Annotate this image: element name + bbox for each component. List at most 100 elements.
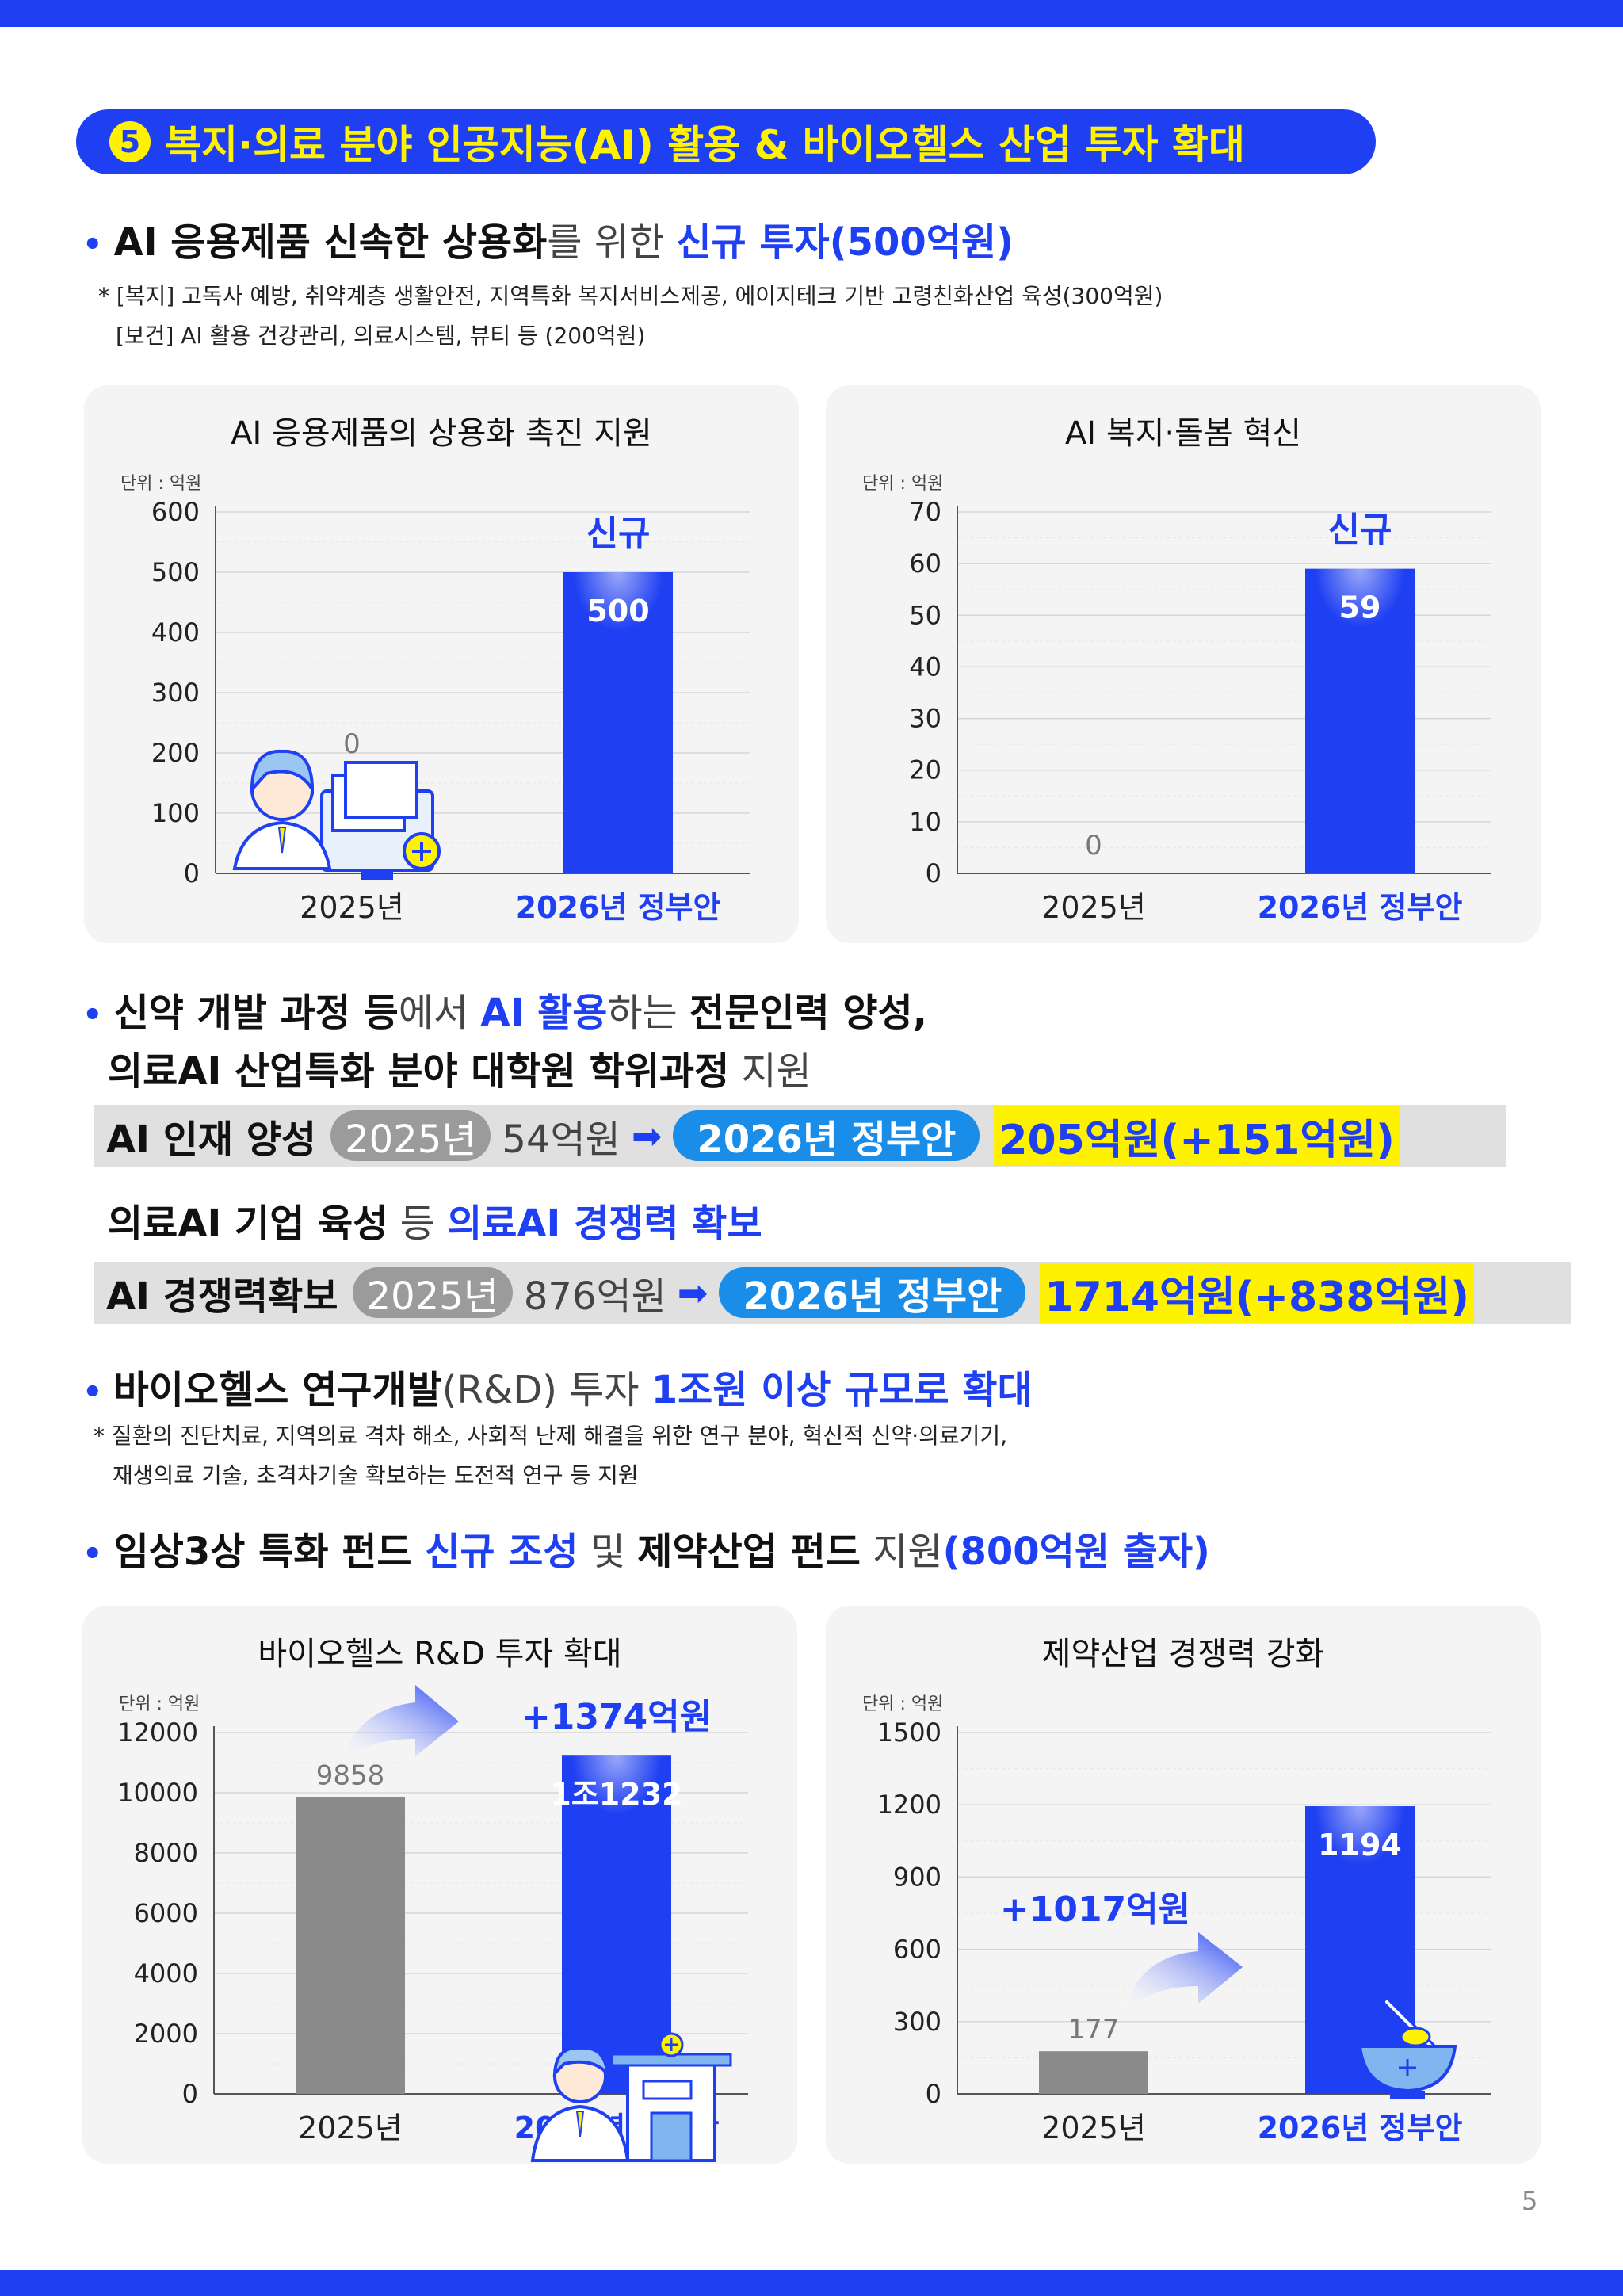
chart-unit: 단위 : 억원 <box>119 1694 200 1714</box>
y-tick-label: 50 <box>909 600 941 630</box>
bullet4-part3: 및 <box>578 1530 638 1574</box>
data-label: 0 <box>1085 830 1102 861</box>
change-badge: 신규 <box>586 514 651 554</box>
year-chip-2026: 2026년 정부안 <box>673 1110 980 1162</box>
subhead-medical-ai: 의료AI 기업 육성 등 의료AI 경쟁력 확보 <box>108 1192 762 1247</box>
bar-2025 <box>1039 2051 1148 2094</box>
bar-highlight <box>562 1755 671 1899</box>
y-tick-label: 1200 <box>877 1790 941 1820</box>
change-badge: 신규 <box>1328 510 1392 551</box>
y-tick-label: 10 <box>909 807 941 837</box>
section-title-pill: 5 복지·의료 분야 인공지능(AI) 활용 & 바이오헬스 산업 투자 확대 <box>76 109 1376 174</box>
bullet-biohealth-rnd: • 바이오헬스 연구개발(R&D) 투자 1조원 이상 규모로 확대 <box>82 1358 1033 1414</box>
note-rnd-1: * 질환의 진단치료, 지역의료 격차 해소, 사회적 난제 해결을 위한 연구… <box>94 1423 1008 1449</box>
bullet2-part3: AI 활용 <box>480 991 608 1035</box>
y-tick-label: 300 <box>893 2007 941 2037</box>
bullet1-part3: 신규 투자(500억원) <box>676 220 1014 265</box>
y-tick-label: 70 <box>909 497 941 527</box>
y-tick-label: 0 <box>926 2079 941 2109</box>
row-ai-competitiveness: AI 경쟁력확보 2025년 876억원 ➡ 2026년 정부안 1714억원(… <box>94 1262 1571 1324</box>
data-label: 500 <box>586 594 649 628</box>
y-tick-label: 30 <box>909 704 941 734</box>
chart-pharma: 0 300 600 900 1200 1500 177 2025년 1194 2026년 정부안 +… <box>877 1717 1491 2145</box>
y-tick-label: 12000 <box>117 1717 198 1748</box>
y-tick-label: 4000 <box>134 1958 198 1988</box>
data-label: 9858 <box>316 1759 385 1791</box>
bullet1-part2: 를 위한 <box>547 220 677 265</box>
y-tick-label: 0 <box>182 2079 198 2109</box>
year-chip-2025: 2025년 <box>352 1267 513 1319</box>
chart-title: 제약산업 경쟁력 강화 <box>1041 1636 1325 1672</box>
y-tick-label: 600 <box>893 1935 941 1965</box>
bullet-dot: • <box>82 997 103 1033</box>
subhead-part2: 등 <box>388 1201 448 1246</box>
data-label: 59 <box>1339 590 1381 625</box>
bullet2-part4: 하는 <box>607 991 690 1035</box>
bullet2-part5: 전문인력 양성, <box>689 991 927 1035</box>
top-accent-bar <box>0 0 1623 27</box>
data-label: 177 <box>1068 2014 1120 2046</box>
bullet4-part5: 지원 <box>860 1530 943 1574</box>
bullet-dot: • <box>82 227 103 263</box>
subhead-part1: 의료AI 기업 육성 <box>108 1201 388 1246</box>
bullet3-part3: 1조원 이상 규모로 확대 <box>651 1368 1033 1412</box>
y-tick-label: 60 <box>909 548 941 579</box>
change-badge: +1374억원 <box>521 1697 712 1737</box>
bullet4-part4: 제약산업 펀드 <box>637 1530 861 1574</box>
x-tick-label: 2025년 <box>300 890 404 925</box>
row-label: AI 인재 양성 <box>106 1117 317 1162</box>
bar-2025 <box>296 1797 405 2094</box>
bullet3-part1: 바이오헬스 연구개발 <box>113 1368 442 1412</box>
bottom-accent-bar <box>0 2270 1623 2296</box>
page-number: 5 <box>1522 2186 1538 2216</box>
increase-arrow-icon <box>344 1685 459 1756</box>
new-value: 1714억원(+838억원) <box>1040 1263 1475 1323</box>
y-tick-label: 10000 <box>117 1778 198 1808</box>
year-chip-2026: 2026년 정부안 <box>719 1267 1026 1319</box>
x-tick-label: 2026년 정부안 <box>516 890 721 925</box>
y-tick-label: 40 <box>909 651 941 682</box>
y-tick-label: 1500 <box>877 1717 941 1748</box>
y-tick-label: 8000 <box>134 1838 198 1868</box>
y-tick-label: 300 <box>151 678 200 708</box>
doctor-hospital-illustration <box>530 2032 732 2162</box>
bullet4-part6: (800억원 출자) <box>942 1530 1210 1574</box>
bullet-ai-talent-line2: 의료AI 산업특화 분야 대학원 학위과정 지원 <box>108 1040 812 1095</box>
chart-title: AI 응용제품의 상용화 촉진 지원 <box>231 415 652 452</box>
bullet-ai-products: • AI 응용제품 신속한 상용화를 위한 신규 투자(500억원) <box>82 211 1014 266</box>
bullet2-line2-part1: 의료AI 산업특화 분야 대학원 학위과정 <box>108 1049 730 1094</box>
note-rnd-2: 재생의료 기술, 초격차기술 확보하는 도전적 연구 등 지원 <box>113 1462 639 1488</box>
bullet-fund: • 임상3상 특화 펀드 신규 조성 및 제약산업 펀드 지원(800억원 출자) <box>82 1520 1210 1576</box>
data-label: 0 <box>343 728 361 760</box>
y-tick-label: 100 <box>151 798 200 828</box>
chart-unit: 단위 : 억원 <box>862 1694 944 1714</box>
bullet-dot: • <box>82 1536 103 1572</box>
bar-highlight <box>1305 1806 1415 1950</box>
bullet2-part2: 에서 <box>398 991 481 1035</box>
x-tick-label: 2025년 <box>1041 2111 1146 2145</box>
bullet2-part1: 신약 개발 과정 등 <box>113 991 399 1035</box>
x-tick-label: 2025년 <box>298 2111 403 2145</box>
y-tick-label: 900 <box>893 1862 941 1892</box>
chart-ai-welfare: 0 10 20 30 40 50 60 70 0 2025년 59 2026년 정부안 신규 <box>909 497 1491 925</box>
row-label: AI 경쟁력확보 <box>106 1274 338 1319</box>
bullet4-part2: 신규 조성 <box>425 1530 579 1574</box>
x-tick-label: 2026년 정부안 <box>1258 890 1463 925</box>
chart-biohealth: 0 2000 4000 6000 8000 10000 12000 9858 2025년 1조12… <box>117 1685 748 2162</box>
bullet2-line2-part2: 지원 <box>729 1049 812 1094</box>
chart-unit: 단위 : 억원 <box>120 474 202 494</box>
old-value: 54억원 <box>502 1117 621 1162</box>
bar-highlight <box>1305 568 1415 712</box>
subhead-part3: 의료AI 경쟁력 확보 <box>447 1201 762 1246</box>
bullet4-part1: 임상3상 특화 펀드 <box>113 1530 426 1574</box>
y-tick-label: 20 <box>909 755 941 785</box>
y-tick-label: 6000 <box>134 1898 198 1928</box>
chart-card-biohealth: 바이오헬스 R&D 투자 확대 단위 : 억원 0 2000 4000 6000 800… <box>82 1606 797 2164</box>
y-tick-label: 0 <box>184 858 200 888</box>
chart-title: 바이오헬스 R&D 투자 확대 <box>258 1636 622 1672</box>
bullet1-part1: AI 응용제품 신속한 상용화 <box>113 220 548 265</box>
mortar-pestle-icon <box>1358 1998 1457 2099</box>
change-badge: +1017억원 <box>1000 1889 1190 1930</box>
chart-ai-products: 0 100 200 300 400 500 600 0 2025년 500 2026년 정부안 신규 <box>151 497 750 925</box>
doctor-computer-illustration <box>232 749 441 880</box>
